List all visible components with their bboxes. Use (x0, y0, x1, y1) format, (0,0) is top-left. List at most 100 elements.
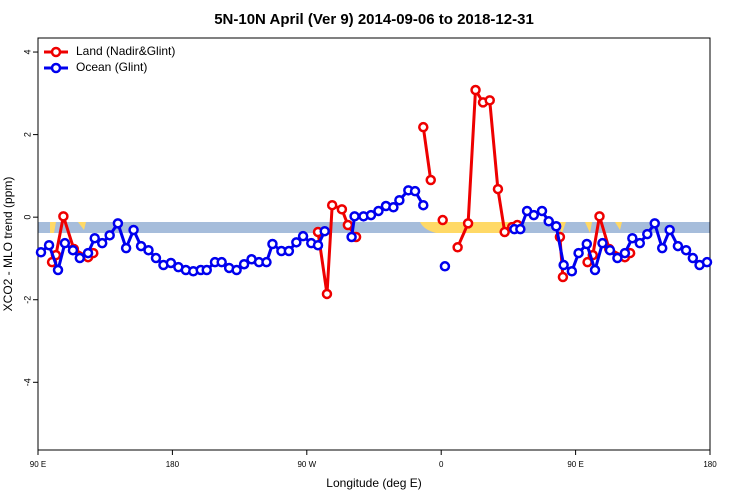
data-point (597, 237, 608, 249)
data-point (74, 252, 86, 264)
data-point (297, 230, 309, 242)
data-point (216, 256, 227, 268)
land-band (50, 222, 622, 233)
legend-marker (50, 46, 62, 58)
data-point (499, 226, 510, 238)
data-point (59, 237, 71, 249)
data-point (515, 223, 526, 235)
data-point (452, 242, 463, 253)
data-point (550, 220, 562, 232)
data-point (589, 264, 601, 276)
data-point (150, 252, 162, 264)
series (35, 185, 713, 277)
plot-frame (37, 37, 711, 451)
data-point (558, 259, 569, 271)
data-point (536, 205, 548, 217)
series-line (50, 88, 632, 296)
data-point (143, 244, 154, 256)
data-point (261, 256, 272, 268)
data-point (492, 183, 504, 195)
data-point (656, 242, 668, 254)
data-point (409, 185, 421, 197)
data-point (67, 244, 79, 256)
data-point (418, 199, 429, 211)
legend-marker (50, 62, 62, 74)
data-point (612, 252, 623, 264)
data-point (418, 121, 429, 133)
data-point (238, 258, 250, 270)
data-point (346, 231, 357, 243)
data-point (439, 261, 451, 272)
data-point (43, 239, 55, 251)
chart-title: 5N-10N April (Ver 9) 2014-09-06 to 2018-… (214, 11, 534, 28)
data-point (201, 264, 212, 276)
data-point (528, 209, 540, 221)
data-point (165, 257, 177, 269)
data-point (484, 95, 495, 106)
x-tick-label: 180 (703, 460, 717, 469)
data-point (312, 239, 324, 251)
legend-label: Ocean (Glint) (76, 60, 147, 74)
data-point (231, 264, 242, 276)
data-point (594, 211, 605, 222)
data-point (135, 240, 147, 252)
data-point (619, 247, 631, 259)
data-point (128, 224, 139, 236)
data-point (321, 288, 333, 300)
data-point (649, 218, 660, 229)
data-point (701, 256, 713, 268)
y-tick-label: 2 (22, 132, 32, 137)
data-point (349, 211, 360, 222)
data-point (291, 237, 302, 248)
x-tick-label: 90 W (297, 460, 316, 469)
data-point (394, 194, 405, 206)
data-point (35, 247, 47, 258)
x-tick-label: 90 E (567, 460, 583, 469)
legend-label: Land (Nadir&Glint) (76, 44, 175, 58)
series (46, 84, 636, 300)
data-point (52, 264, 64, 276)
data-point (581, 238, 593, 250)
data-point (604, 244, 616, 256)
data-point (96, 237, 108, 249)
data-point (672, 240, 684, 252)
x-axis-label: Longitude (deg E) (326, 476, 421, 490)
data-point (283, 245, 295, 257)
data-point (336, 204, 348, 215)
data-point (365, 209, 377, 221)
data-point (319, 225, 330, 237)
ocean-band (38, 222, 710, 233)
data-point (82, 247, 94, 259)
data-point (120, 242, 132, 254)
data-point (388, 202, 399, 213)
data-point (557, 271, 569, 283)
y-tick-label: -2 (22, 296, 32, 304)
x-tick-label: 90 E (30, 460, 46, 469)
data-point (342, 219, 354, 231)
data-point (437, 214, 448, 226)
x-tick-label: 180 (166, 460, 180, 469)
data-point (573, 247, 584, 259)
data-point (58, 211, 69, 222)
data-point (326, 199, 338, 211)
data-point (680, 244, 692, 256)
y-tick-label: 0 (22, 215, 32, 220)
data-point (462, 218, 474, 229)
data-point (566, 265, 578, 277)
data-point (267, 238, 278, 250)
map-strip (38, 222, 710, 233)
x-tick-label: 0 (439, 460, 444, 469)
y-tick-label: 4 (22, 50, 32, 55)
data-point (543, 216, 554, 227)
data-point (89, 232, 100, 244)
data-point (104, 230, 115, 241)
data-point (687, 252, 699, 264)
data-point (664, 224, 675, 236)
y-tick-label: -4 (22, 378, 32, 386)
data-point (112, 218, 124, 229)
data-point (627, 232, 638, 244)
data-point (425, 174, 436, 186)
data-point (470, 84, 481, 96)
y-axis-label: XCO2 - MLO trend (ppm) (1, 177, 15, 312)
